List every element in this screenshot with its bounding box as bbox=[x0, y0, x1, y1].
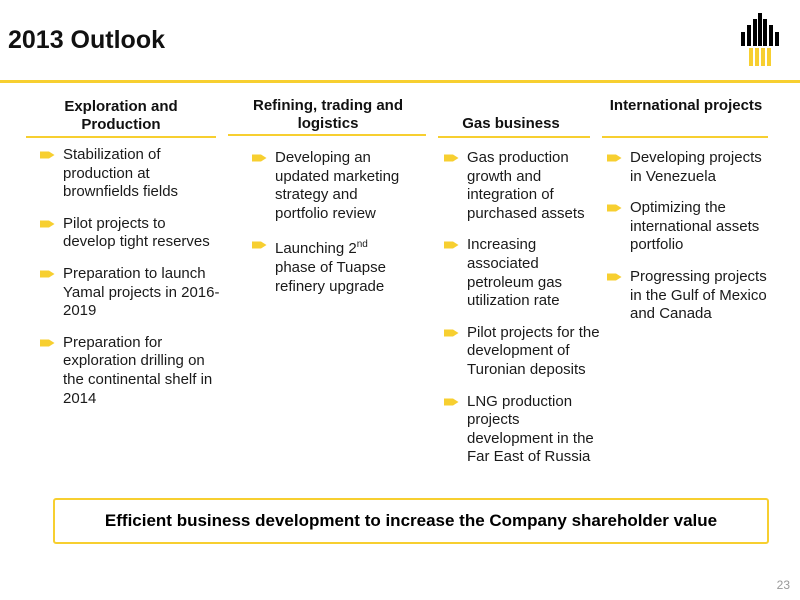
column-heading-refining: Refining, trading and logistics bbox=[253, 97, 403, 132]
column-divider bbox=[228, 134, 426, 136]
arrow-bullet-icon bbox=[252, 241, 267, 249]
column-refining-list: Developing an updated marketing strategy… bbox=[252, 149, 412, 296]
list-item: Preparation to launch Yamal projects in … bbox=[40, 265, 222, 321]
list-item: Stabilization of production at brownfiel… bbox=[40, 146, 222, 202]
arrow-bullet-icon bbox=[607, 154, 622, 162]
list-item: Progressing projects in the Gulf of Mexi… bbox=[607, 268, 775, 324]
list-item: Optimizing the international assets port… bbox=[607, 199, 775, 255]
column-heading-gas: Gas business bbox=[462, 115, 560, 132]
footer-statement-box: Efficient business development to increa… bbox=[53, 498, 769, 544]
arrow-bullet-icon bbox=[40, 220, 55, 228]
column-divider bbox=[602, 136, 768, 138]
arrow-bullet-icon bbox=[607, 204, 622, 212]
column-divider bbox=[438, 136, 590, 138]
column-international-list: Developing projects in Venezuela Optimiz… bbox=[607, 149, 775, 324]
column-heading-international: International projects bbox=[609, 97, 763, 114]
column-gas-list: Gas production growth and integration of… bbox=[444, 149, 606, 467]
footer-statement: Efficient business development to increa… bbox=[104, 511, 718, 530]
arrow-bullet-icon bbox=[444, 154, 459, 162]
arrow-bullet-icon bbox=[40, 270, 55, 278]
list-item: Pilot projects to develop tight reserves bbox=[40, 215, 222, 252]
page-title: 2013 Outlook bbox=[8, 26, 165, 54]
list-item: Gas production growth and integration of… bbox=[444, 149, 606, 223]
list-item: Developing an updated marketing strategy… bbox=[252, 149, 412, 223]
arrow-bullet-icon bbox=[252, 154, 267, 162]
title-divider bbox=[0, 80, 800, 83]
list-item: Launching 2nd phase of Tuapse refinery u… bbox=[252, 236, 412, 296]
column-exploration-list: Stabilization of production at brownfiel… bbox=[40, 146, 222, 408]
column-divider bbox=[26, 136, 216, 138]
list-item: Pilot projects for the development of Tu… bbox=[444, 324, 606, 380]
list-item: Increasing associated petroleum gas util… bbox=[444, 236, 606, 310]
arrow-bullet-icon bbox=[444, 398, 459, 406]
list-item: LNG production projects development in t… bbox=[444, 393, 606, 467]
arrow-bullet-icon bbox=[40, 151, 55, 159]
list-item: Preparation for exploration drilling on … bbox=[40, 334, 222, 408]
arrow-bullet-icon bbox=[40, 339, 55, 347]
page-number: 23 bbox=[776, 578, 790, 592]
arrow-bullet-icon bbox=[444, 241, 459, 249]
arrow-bullet-icon bbox=[607, 273, 622, 281]
company-logo bbox=[741, 13, 779, 66]
list-item: Developing projects in Venezuela bbox=[607, 149, 775, 186]
column-heading-exploration: Exploration and Production bbox=[64, 98, 178, 133]
arrow-bullet-icon bbox=[444, 329, 459, 337]
